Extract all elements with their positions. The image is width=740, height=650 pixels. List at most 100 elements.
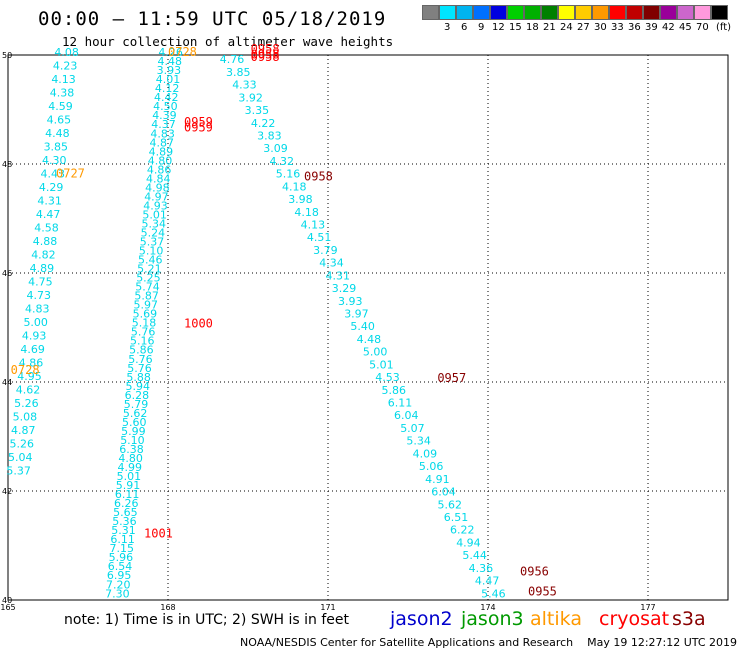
wave-height-value: 7.15 [110, 542, 135, 555]
legend-bin-label: 21 [543, 22, 556, 33]
legend-swatch [558, 5, 575, 20]
wave-height-value: 4.23 [53, 60, 78, 73]
wave-height-value: 5.01 [142, 208, 167, 221]
wave-height-value: 3.93 [157, 64, 182, 77]
wave-height-value: 4.34 [319, 257, 344, 270]
wave-height-value: 5.76 [127, 362, 152, 375]
pass-time-label: 0727 [56, 167, 85, 181]
x-tick-label: 171 [320, 603, 335, 610]
legend-bin-label: 33 [611, 22, 624, 33]
wave-height-value: 5.46 [138, 254, 163, 267]
wave-height-value: 5.91 [116, 479, 141, 492]
wave-height-value: 4.88 [33, 235, 58, 248]
wave-height-value: 5.40 [350, 320, 375, 333]
legend-swatch [643, 5, 660, 20]
wave-height-value: 4.95 [17, 370, 42, 383]
wave-height-value: 6.51 [444, 511, 469, 524]
wave-height-value: 6.54 [108, 560, 133, 573]
wave-height-value: 4.22 [251, 117, 276, 130]
y-tick-label: 42 [2, 487, 12, 496]
wave-height-value: 4.48 [45, 127, 70, 140]
legend-bin-label: 36 [628, 22, 641, 33]
wave-height-value: 6.11 [110, 533, 135, 546]
wave-height-value: 5.25 [136, 272, 161, 285]
x-tick-label: 165 [0, 603, 15, 610]
wave-height-value: 4.42 [154, 91, 179, 104]
legend-bin-label: 12 [492, 22, 505, 33]
wave-height-value: 5.08 [13, 411, 38, 424]
pass-time-label: 1000 [184, 317, 213, 331]
plot-frame [7, 54, 729, 601]
credit-line: NOAA/NESDIS Center for Satellite Applica… [240, 636, 738, 649]
wave-height-value: 5.76 [128, 353, 153, 366]
wave-height-value: 4.36 [469, 562, 494, 575]
wave-height-value: 3.93 [338, 295, 363, 308]
wave-height-value: 6.26 [114, 497, 139, 510]
wave-height-value: 5.62 [123, 407, 148, 420]
legend-bin-label: 24 [560, 22, 573, 33]
y-tick-label: 48 [2, 160, 12, 169]
x-tick-label: 168 [160, 603, 175, 610]
legend-swatch [575, 5, 592, 20]
wave-height-value: 4.08 [54, 46, 79, 59]
legend-swatch [592, 5, 609, 20]
wave-height-value: 4.43 [40, 168, 65, 181]
wave-height-value: 4.37 [151, 118, 176, 131]
pass-time-label: 0728 [168, 45, 197, 59]
legend-bin-label: 18 [526, 22, 539, 33]
legend-swatch [694, 5, 711, 20]
satellite-cryosat-label: cryosat [599, 608, 670, 630]
wave-height-value: 6.95 [107, 569, 132, 582]
wave-height-value: 7.30 [105, 587, 130, 600]
wave-height-value: 4.31 [326, 269, 351, 282]
wave-height-value: 3.85 [44, 141, 69, 154]
wave-height-value: 5.86 [129, 344, 154, 357]
pass-time-label: 0956 [520, 564, 549, 578]
y-tick-label: 46 [2, 269, 12, 278]
wave-height-value: 3.79 [313, 244, 338, 257]
legend-swatch [660, 5, 677, 20]
wave-height-value: 4.58 [34, 222, 59, 235]
wave-height-value: 4.33 [232, 79, 257, 92]
wave-height-value: 4.50 [153, 100, 178, 113]
pass-time-label: 0957 [437, 371, 466, 385]
wave-height-value: 5.06 [419, 460, 444, 473]
legend-bin-label: 70 [696, 22, 709, 33]
wave-height-value: 4.39 [152, 109, 177, 122]
wave-height-value: 4.97 [144, 190, 169, 203]
wave-height-value: 5.62 [438, 498, 463, 511]
wave-height-value: 4.47 [36, 208, 61, 221]
legend-bin-label: 27 [577, 22, 590, 33]
wave-height-value: 5.16 [276, 168, 301, 181]
wave-height-value: 4.48 [158, 55, 183, 68]
legend-swatch [507, 5, 524, 20]
wave-height-value: 4.93 [22, 330, 47, 343]
wave-height-value: 4.51 [307, 231, 332, 244]
wave-height-value: 4.87 [11, 424, 36, 437]
legend-bin-label: 39 [645, 22, 658, 33]
wave-height-value: 3.09 [263, 142, 288, 155]
legend-swatch [456, 5, 473, 20]
wave-height-value: 5.44 [462, 549, 487, 562]
wave-height-value: 4.73 [27, 289, 52, 302]
wave-height-value: 4.87 [150, 136, 175, 149]
legend-swatch [609, 5, 626, 20]
wave-height-value: 5.86 [382, 384, 407, 397]
pass-time-label: 0958 [251, 47, 280, 61]
wave-height-value: 5.26 [10, 438, 35, 451]
wave-height-map: 165 168 171 174 1775048464442404.084.234.134… [0, 42, 729, 610]
legend-swatch [422, 5, 439, 20]
wave-height-value: 4.86 [19, 357, 44, 370]
wave-height-value: 4.48 [357, 333, 382, 346]
y-tick-label: 50 [2, 51, 12, 60]
satellite-jason2-label: jason2 [390, 608, 453, 630]
legend-bin-label: 6 [461, 22, 468, 33]
satellite-altika-label: altika [530, 608, 582, 630]
wave-height-value: 4.53 [375, 371, 400, 384]
legend-swatch [677, 5, 694, 20]
wave-height-value: 4.69 [20, 343, 45, 356]
legend-bin-label: 9 [478, 22, 485, 33]
legend-swatch [524, 5, 541, 20]
wave-height-value: 3.29 [332, 282, 357, 295]
wave-height-value: 3.97 [344, 308, 369, 321]
